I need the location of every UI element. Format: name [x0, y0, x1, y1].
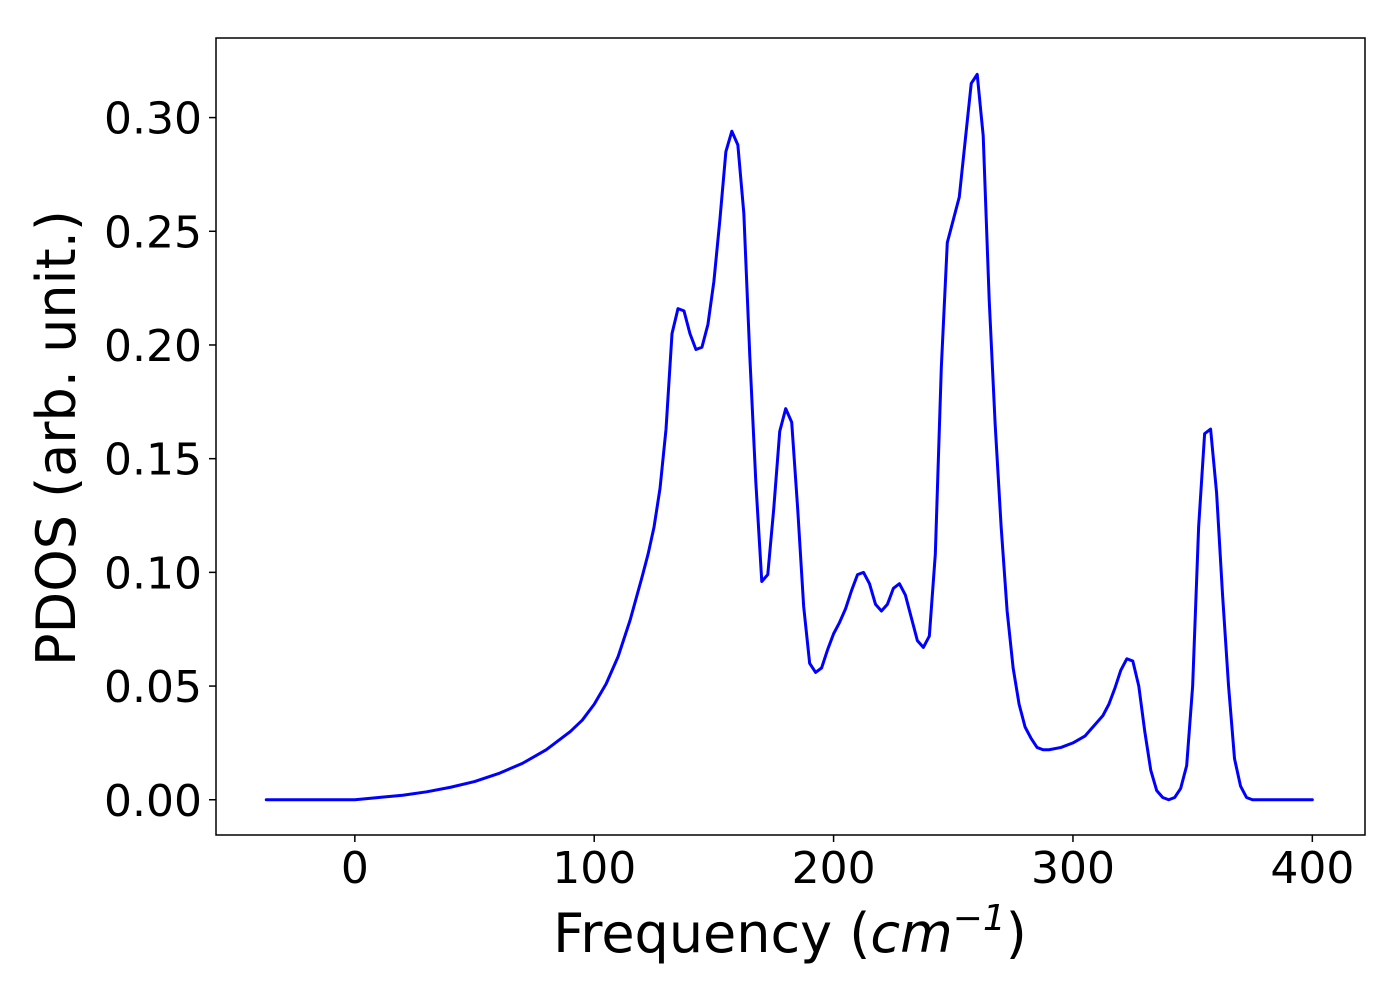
y-axis-tick-label: 0.30 [104, 94, 202, 145]
y-axis-label: PDOS (arb. unit.) [25, 210, 88, 666]
pdos-series-line [264, 72, 1314, 802]
plot-area [215, 37, 1366, 836]
x-axis-tick-labels: 0 100 200 300 400 [341, 843, 1354, 894]
x-axis-tick-label: 100 [552, 843, 636, 894]
y-axis-tick-label: 0.20 [104, 321, 202, 372]
y-axis-tick-label: 0.25 [104, 207, 202, 258]
x-axis-ticks [354, 835, 1314, 842]
x-axis-label-unit: cm [870, 902, 952, 965]
y-axis-tick-label: 0.15 [104, 435, 202, 486]
x-axis-label-superscript: −1 [953, 898, 1006, 939]
plot-frame [215, 37, 1366, 836]
y-axis-ticks [209, 116, 216, 801]
y-axis-tick-label: 0.05 [104, 662, 202, 713]
y-axis-tick-label: 0.10 [104, 548, 202, 599]
x-axis-tick-label: 0 [341, 843, 369, 894]
y-axis-tick-labels: 0.00 0.05 0.10 0.15 0.20 0.25 0.30 [104, 94, 202, 827]
y-axis: 0.00 0.05 0.10 0.15 0.20 0.25 0.30 PDOS (arb. … [25, 94, 216, 827]
y-axis-tick-label: 0.00 [104, 776, 202, 827]
data-series-layer [264, 72, 1314, 802]
x-axis-label: Frequency (cm−1) [553, 898, 1027, 965]
x-axis-label-prefix: Frequency ( [553, 902, 870, 965]
x-axis-tick-label: 400 [1270, 843, 1354, 894]
x-axis: 0 100 200 300 400 Frequency (cm−1) [341, 835, 1354, 965]
x-axis-tick-label: 300 [1031, 843, 1115, 894]
x-axis-label-suffix: ) [1006, 902, 1027, 965]
x-axis-tick-label: 200 [792, 843, 876, 894]
